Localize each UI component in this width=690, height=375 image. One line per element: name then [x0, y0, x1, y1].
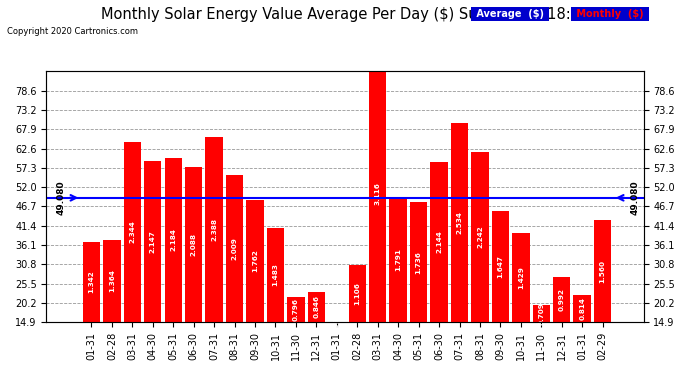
Bar	[83, 242, 100, 375]
Text: 1.429: 1.429	[518, 266, 524, 289]
Bar	[451, 123, 469, 375]
Bar	[389, 197, 407, 375]
Text: 1.791: 1.791	[395, 248, 401, 271]
Text: 0.796: 0.796	[293, 298, 299, 321]
Text: Monthly  ($): Monthly ($)	[573, 9, 647, 20]
Bar	[471, 152, 489, 375]
Text: 1.364: 1.364	[109, 269, 115, 292]
Bar	[328, 324, 346, 375]
Bar	[104, 240, 121, 375]
Bar	[308, 291, 325, 375]
Text: 1.647: 1.647	[497, 255, 504, 278]
Bar	[512, 233, 529, 375]
Bar	[226, 175, 244, 375]
Text: 0.520: 0.520	[334, 312, 339, 334]
Bar	[533, 305, 550, 375]
Bar	[594, 220, 611, 375]
Text: 0.992: 0.992	[559, 288, 564, 311]
Text: 0.814: 0.814	[579, 297, 585, 320]
Text: 49.080: 49.080	[57, 180, 66, 215]
Bar	[431, 162, 448, 375]
Text: 1.560: 1.560	[600, 260, 606, 282]
Bar	[246, 200, 264, 375]
Text: 0.709: 0.709	[538, 302, 544, 325]
Text: 1.106: 1.106	[354, 282, 360, 305]
Text: 2.184: 2.184	[170, 228, 176, 251]
Bar	[164, 158, 182, 375]
Text: 2.088: 2.088	[190, 233, 197, 256]
Text: 2.242: 2.242	[477, 225, 483, 248]
Text: 2.144: 2.144	[436, 230, 442, 253]
Text: 1.342: 1.342	[88, 271, 95, 293]
Bar	[287, 297, 304, 375]
Text: Copyright 2020 Cartronics.com: Copyright 2020 Cartronics.com	[7, 27, 138, 36]
Bar	[267, 228, 284, 375]
Bar	[573, 295, 591, 375]
Text: 2.147: 2.147	[150, 230, 156, 253]
Bar	[185, 167, 202, 375]
Text: 2.009: 2.009	[232, 237, 237, 260]
Text: 2.534: 2.534	[457, 211, 462, 234]
Bar	[553, 277, 571, 375]
Text: 49.080: 49.080	[631, 180, 640, 215]
Bar	[348, 266, 366, 375]
Bar	[206, 137, 223, 375]
Bar	[492, 211, 509, 375]
Text: 1.736: 1.736	[415, 251, 422, 274]
Bar	[369, 64, 386, 375]
Bar	[124, 142, 141, 375]
Text: 1.483: 1.483	[273, 264, 279, 286]
Bar	[144, 161, 161, 375]
Text: 3.116: 3.116	[375, 182, 381, 205]
Text: 1.762: 1.762	[252, 249, 258, 272]
Text: 2.388: 2.388	[211, 218, 217, 241]
Text: 0.846: 0.846	[313, 295, 319, 318]
Bar	[410, 202, 427, 375]
Text: 2.344: 2.344	[129, 220, 135, 243]
Text: Average  ($): Average ($)	[473, 9, 547, 20]
Text: Monthly Solar Energy Value Average Per Day ($) Sun Mar 22 18:57: Monthly Solar Energy Value Average Per D…	[101, 8, 589, 22]
